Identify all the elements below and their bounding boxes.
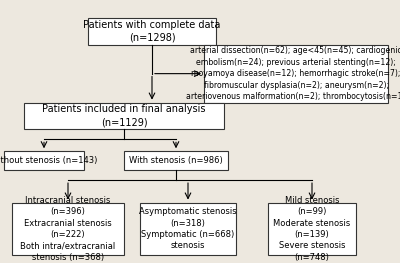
FancyBboxPatch shape <box>204 45 388 103</box>
Text: arterial dissection(n=62); age<45(n=45); cardiogenic
embolism(n=24); previous ar: arterial dissection(n=62); age<45(n=45);… <box>186 46 400 101</box>
FancyBboxPatch shape <box>4 151 84 170</box>
Text: Asymptomatic stenosis
(n=318)
Symptomatic (n=668)
stenosis: Asymptomatic stenosis (n=318) Symptomati… <box>139 207 237 250</box>
Text: Mild stenosis
(n=99)
Moderate stenosis
(n=139)
Severe stenosis
(n=748): Mild stenosis (n=99) Moderate stenosis (… <box>273 196 351 262</box>
FancyBboxPatch shape <box>88 18 216 45</box>
FancyBboxPatch shape <box>268 203 356 255</box>
FancyBboxPatch shape <box>124 151 228 170</box>
Text: Intracranial stenosis
(n=396)
Extracranial stenosis
(n=222)
Both intra/extracran: Intracranial stenosis (n=396) Extracrani… <box>20 196 116 262</box>
Text: With stenosis (n=986): With stenosis (n=986) <box>129 156 223 165</box>
FancyBboxPatch shape <box>140 203 236 255</box>
Text: Without stenosis (n=143): Without stenosis (n=143) <box>0 156 98 165</box>
Text: Patients with complete data
(n=1298): Patients with complete data (n=1298) <box>83 20 221 43</box>
Text: Patients included in final analysis
(n=1129): Patients included in final analysis (n=1… <box>42 104 206 127</box>
FancyBboxPatch shape <box>12 203 124 255</box>
FancyBboxPatch shape <box>24 103 224 129</box>
